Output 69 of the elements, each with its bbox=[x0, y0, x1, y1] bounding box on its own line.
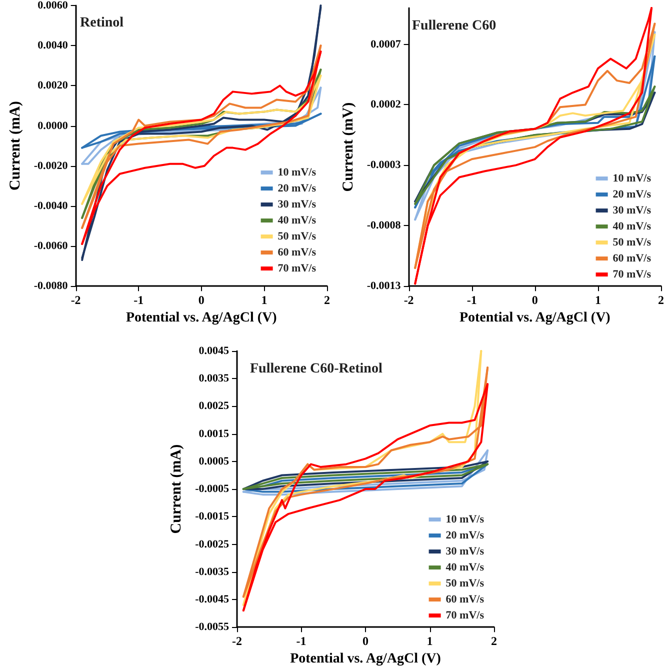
y-tick-label: 0.0020 bbox=[38, 80, 68, 92]
x-tick-label: -1 bbox=[466, 293, 477, 308]
x-tick-label: -1 bbox=[134, 293, 144, 308]
x-tick-label: 2 bbox=[491, 634, 497, 648]
x-tick-label: 2 bbox=[658, 293, 664, 308]
x-tick-label: 0 bbox=[198, 293, 204, 308]
y-axis-title: Current (mV) bbox=[340, 102, 356, 192]
y-tick-label: -0.0025 bbox=[195, 538, 230, 550]
y-tick-label: 0.0007 bbox=[370, 38, 402, 50]
y-tick-label: -0.0005 bbox=[195, 483, 230, 496]
legend-label: 20 mV/s bbox=[278, 182, 317, 194]
x-tick-label: 1 bbox=[426, 634, 433, 648]
legend-label: 10 mV/s bbox=[278, 166, 317, 178]
legend-label: 20 mV/s bbox=[612, 188, 652, 200]
legend-label: 50 mV/s bbox=[278, 230, 317, 242]
text: Fullerene C60 bbox=[412, 18, 496, 34]
y-tick-label: -0.0060 bbox=[34, 240, 68, 252]
y-tick-label: -0.0040 bbox=[34, 200, 68, 212]
y-tick-label: -0.0080 bbox=[34, 280, 68, 292]
y-axis-title: Current (mA) bbox=[8, 101, 24, 190]
legend-label: 10 mV/s bbox=[612, 172, 652, 184]
y-tick-label: -0.0013 bbox=[366, 280, 402, 292]
y-tick-label: -0.0045 bbox=[195, 593, 230, 606]
y-tick-label: -0.0003 bbox=[366, 159, 402, 172]
legend-label: 50 mV/s bbox=[612, 236, 652, 248]
y-tick-label: 0.0005 bbox=[198, 455, 230, 468]
y-tick-label: -0.0020 bbox=[34, 160, 68, 172]
legend-label: 10 mV/s bbox=[446, 514, 485, 526]
x-tick-label: -1 bbox=[296, 634, 306, 648]
x-tick-label: -2 bbox=[70, 293, 81, 308]
legend-label: 50 mV/s bbox=[446, 578, 485, 590]
y-tick-label: 0.0060 bbox=[38, 0, 68, 12]
x-axis-title: Potential vs. Ag/AgCl (V) bbox=[459, 310, 611, 326]
legend-label: 30 mV/s bbox=[278, 198, 317, 210]
text: Retinol bbox=[80, 16, 124, 30]
legend-label: 70 mV/s bbox=[612, 268, 652, 280]
legend-label: 30 mV/s bbox=[612, 204, 652, 216]
legend-label: 60 mV/s bbox=[446, 594, 485, 606]
y-tick-label: -0.0015 bbox=[195, 510, 230, 523]
text: Fullerene C60-Retinol bbox=[250, 362, 382, 376]
legend-label: 40 mV/s bbox=[446, 562, 485, 574]
x-tick-label: -2 bbox=[404, 293, 414, 308]
legend-label: 20 mV/s bbox=[446, 530, 485, 542]
legend-label: 60 mV/s bbox=[612, 252, 652, 264]
legend-label: 40 mV/s bbox=[612, 220, 652, 232]
legend-label: 70 mV/s bbox=[446, 610, 485, 622]
y-axis-title: Current (mA) bbox=[168, 444, 185, 534]
legend-label: 30 mV/s bbox=[446, 546, 485, 558]
y-tick-label: 0.0002 bbox=[370, 98, 402, 111]
x-axis-title: Potential vs. Ag/AgCl (V) bbox=[126, 310, 278, 326]
legend-label: 70 mV/s bbox=[278, 262, 317, 274]
x-tick-label: 1 bbox=[261, 293, 268, 308]
y-tick-label: 0.0035 bbox=[198, 372, 230, 385]
y-tick-label: 0.0045 bbox=[198, 345, 230, 357]
legend-label: 40 mV/s bbox=[278, 214, 317, 226]
y-tick-label: -0.0055 bbox=[195, 621, 230, 634]
x-axis-title: Potential vs. Ag/AgCl (V) bbox=[290, 652, 442, 666]
y-tick-label: 0.0040 bbox=[38, 40, 68, 52]
x-tick-label: 1 bbox=[594, 293, 601, 308]
y-tick-label: 0.0025 bbox=[198, 400, 230, 412]
x-tick-label: 0 bbox=[532, 293, 538, 308]
x-tick-label: 0 bbox=[362, 634, 368, 648]
x-tick-label: 2 bbox=[324, 293, 330, 308]
legend-label: 60 mV/s bbox=[278, 246, 317, 258]
x-tick-label: -2 bbox=[232, 634, 242, 648]
y-tick-label: 0.0015 bbox=[198, 428, 230, 440]
y-tick-label: -0.0008 bbox=[366, 220, 402, 232]
y-tick-label: 0.0000 bbox=[38, 120, 68, 132]
y-tick-label: -0.0035 bbox=[195, 566, 230, 578]
